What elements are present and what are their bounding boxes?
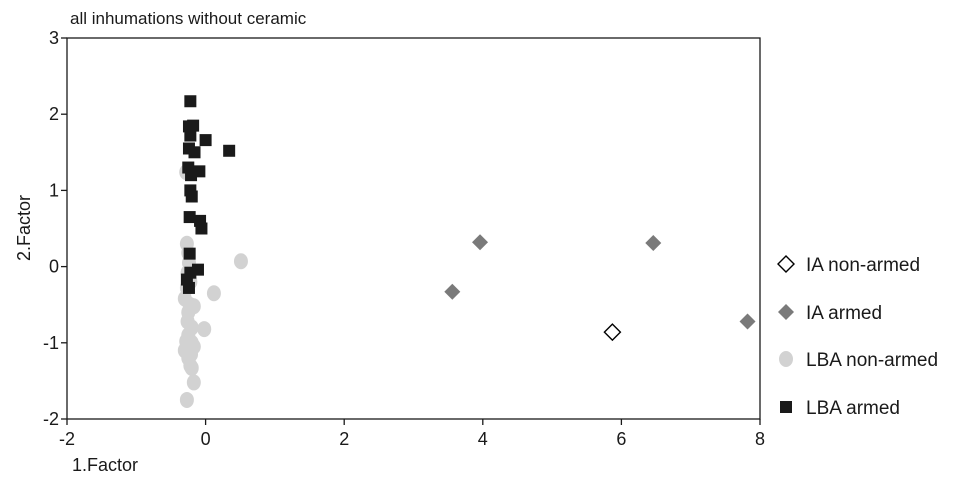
data-point [739, 313, 756, 330]
legend-label: LBA armed [806, 398, 900, 419]
series-3 [180, 95, 236, 294]
data-point [182, 281, 195, 294]
y-tick-label: 1 [49, 180, 59, 200]
y-tick-label: 0 [49, 257, 59, 277]
data-point [195, 222, 208, 235]
data-point [603, 323, 622, 342]
y-tick-label: 3 [49, 28, 59, 48]
data-point [184, 346, 199, 363]
axis-ticks: -2 0 2 4 6 8 3 2 1 0 -1 -2 [43, 28, 765, 449]
data-point [197, 321, 212, 338]
x-tick-label: 6 [616, 429, 626, 449]
x-tick-label: 8 [755, 429, 765, 449]
x-axis-title: 1.Factor [72, 455, 138, 475]
data-point [186, 374, 201, 391]
data-point [179, 333, 194, 350]
legend-marker [780, 401, 792, 413]
data-point [185, 190, 198, 203]
data-point [184, 95, 197, 108]
data-point [179, 391, 194, 408]
data-point [187, 119, 200, 132]
data-point [182, 296, 197, 313]
y-tick-label: 2 [49, 104, 59, 124]
legend-marker [779, 351, 793, 367]
y-tick-label: -1 [43, 333, 59, 353]
chart-title: all inhumations without ceramic [70, 9, 307, 28]
x-tick-label: -2 [59, 429, 75, 449]
data-point [188, 146, 201, 159]
x-tick-label: 2 [339, 429, 349, 449]
y-tick-label: -2 [43, 409, 59, 429]
legend-label: LBA non-armed [806, 350, 938, 371]
series-1 [444, 234, 756, 330]
data-point [444, 283, 461, 300]
series-0 [603, 323, 622, 342]
legend-label: IA non-armed [806, 255, 920, 276]
data-point [183, 247, 196, 260]
data-point [184, 129, 197, 142]
data-point [233, 253, 248, 270]
x-tick-label: 4 [478, 429, 488, 449]
legend-marker [778, 304, 794, 320]
data-point [645, 234, 662, 251]
data-points [177, 95, 756, 408]
plot-area [66, 37, 761, 420]
data-point [183, 211, 196, 224]
x-tick-label: 0 [201, 429, 211, 449]
data-point [206, 285, 221, 302]
y-axis-title: 2.Factor [14, 195, 34, 261]
legend-marker [777, 255, 795, 273]
data-point [472, 234, 489, 251]
data-point [184, 266, 197, 279]
data-point [184, 359, 199, 376]
data-point [223, 144, 236, 157]
legend-label: IA armed [806, 303, 882, 324]
legend: IA non-armed IA armed LBA non-armed LBA arm… [777, 255, 938, 419]
data-point [199, 134, 212, 147]
data-point [193, 165, 206, 178]
